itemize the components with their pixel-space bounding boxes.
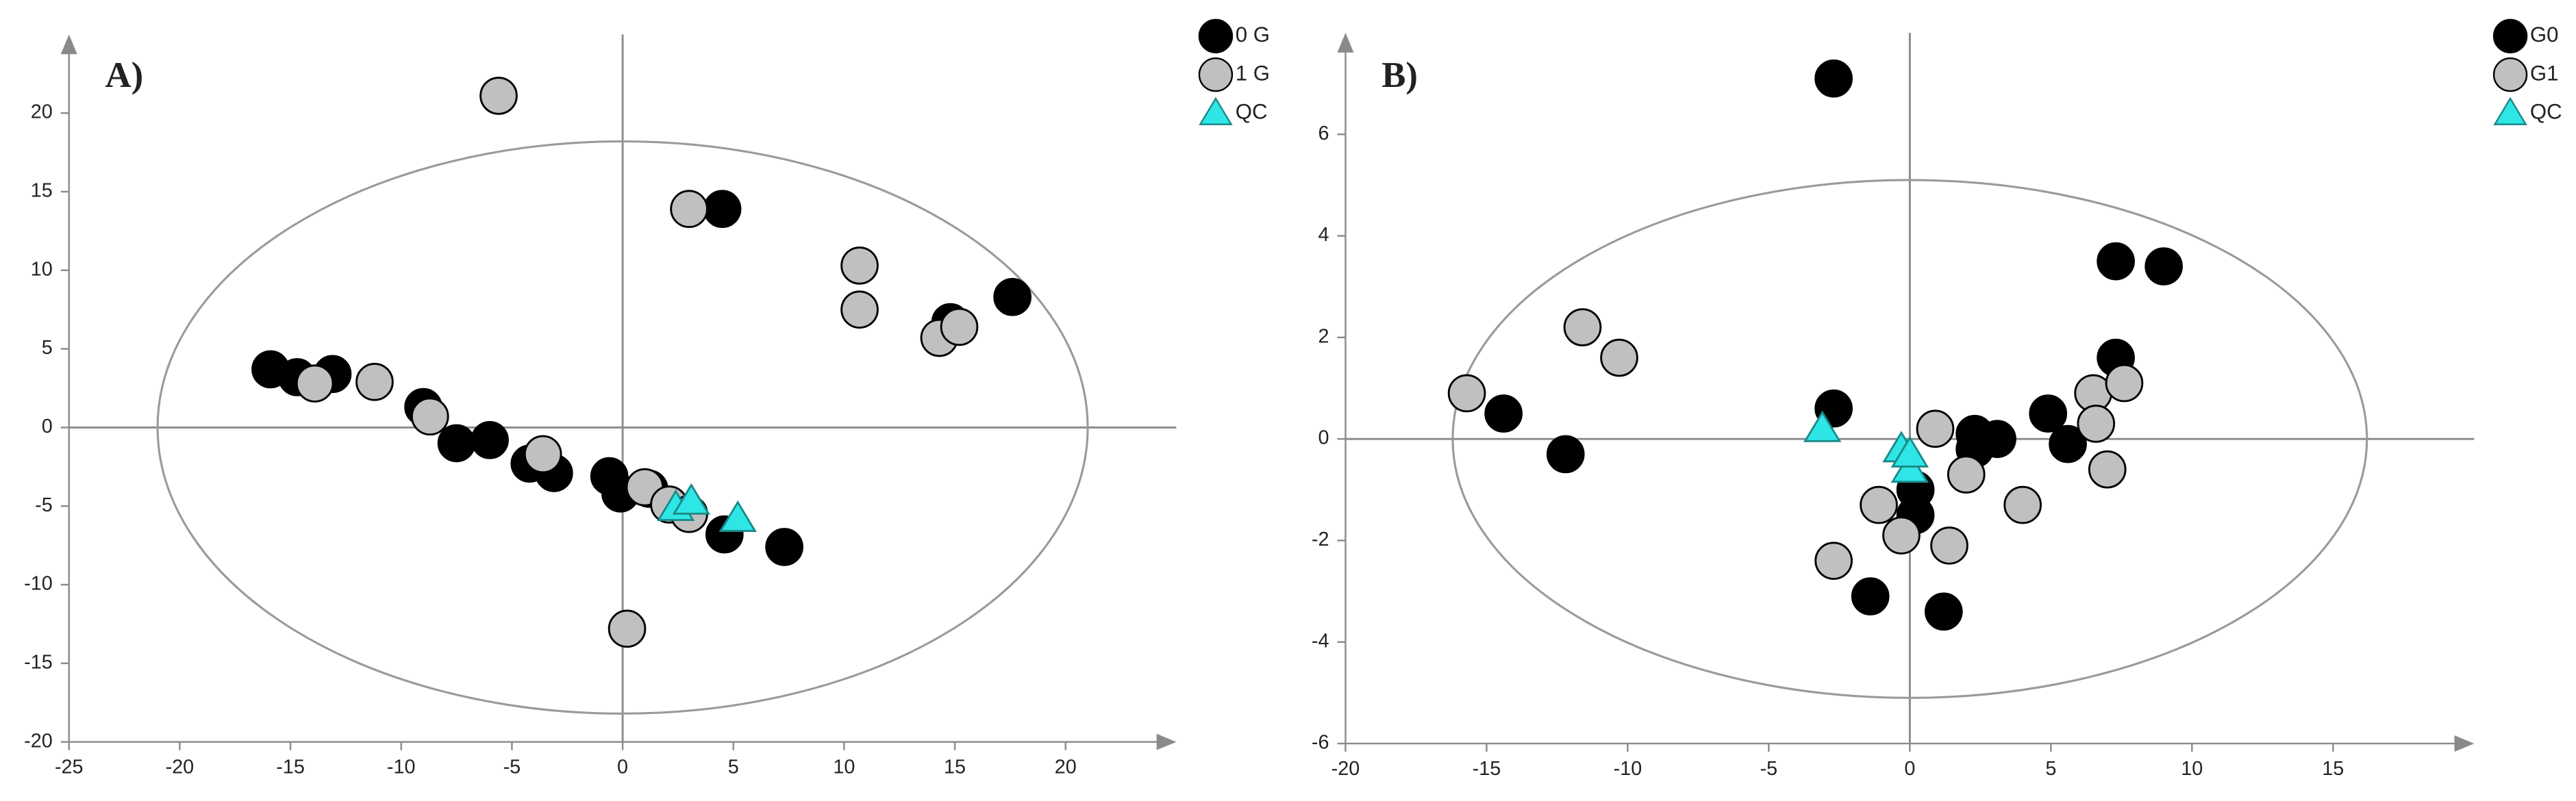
point <box>1447 374 1486 413</box>
x-tick-label: 15 <box>944 756 966 778</box>
y-tick-label: -5 <box>35 494 53 516</box>
y-tick-label: -6 <box>1312 732 1329 754</box>
point <box>2003 485 2042 524</box>
point <box>523 435 562 474</box>
point <box>840 246 879 285</box>
point <box>2088 450 2127 489</box>
point <box>479 77 518 115</box>
point <box>1563 308 1602 346</box>
legend-label: 0 G <box>1236 23 1270 47</box>
legend-marker <box>1199 97 1233 125</box>
point <box>1890 435 1929 468</box>
point <box>1930 526 1968 565</box>
point <box>1947 455 1986 494</box>
x-tick-label: 0 <box>1904 758 1915 780</box>
point <box>840 290 879 329</box>
legend-label: G0 <box>2530 23 2559 47</box>
point <box>670 190 708 229</box>
x-tick-label: 5 <box>2045 758 2056 780</box>
legend-label: QC <box>2530 100 2562 124</box>
y-tick-label: -4 <box>1312 630 1329 652</box>
point <box>1924 592 1963 631</box>
panel-label: B) <box>1381 55 1418 95</box>
point <box>608 609 647 648</box>
point <box>1600 338 1638 377</box>
point <box>1814 542 1853 580</box>
x-tick-label: 10 <box>2181 758 2203 780</box>
y-tick-label: 6 <box>1318 123 1329 144</box>
x-tick-label: 0 <box>617 756 628 778</box>
legend-marker <box>2493 97 2527 125</box>
y-tick-label: -2 <box>1312 529 1329 550</box>
y-tick-label: -10 <box>24 573 53 595</box>
x-tick-label: 10 <box>833 756 855 778</box>
point <box>1814 59 1853 98</box>
point <box>1978 420 2016 458</box>
x-tick-label: 15 <box>2322 758 2344 780</box>
point <box>471 420 509 459</box>
point <box>1803 410 1842 442</box>
point <box>2077 405 2116 443</box>
legend-label: QC <box>1236 100 1268 124</box>
x-tick-label: 5 <box>728 756 739 778</box>
y-tick-label: -15 <box>24 651 53 673</box>
x-tick-label: -25 <box>55 756 84 778</box>
x-tick-label: -15 <box>276 756 305 778</box>
point <box>672 483 711 515</box>
y-axis-arrow <box>1337 32 1354 53</box>
point <box>410 397 449 436</box>
point <box>1484 394 1523 433</box>
point <box>2097 242 2135 281</box>
x-tick-label: 20 <box>1055 756 1077 778</box>
legend-marker <box>1198 57 1234 92</box>
point <box>1851 577 1890 615</box>
y-tick-label: 10 <box>31 258 53 280</box>
y-tick-label: 0 <box>42 416 53 437</box>
point <box>940 307 979 346</box>
x-tick-label: -15 <box>1473 758 1501 780</box>
point <box>2144 247 2183 285</box>
legend-marker <box>1198 18 1234 53</box>
y-tick-label: 2 <box>1318 325 1329 347</box>
point <box>437 424 476 463</box>
point <box>703 190 742 229</box>
legend-label: G1 <box>2530 61 2559 85</box>
point <box>295 364 334 403</box>
point <box>1860 485 1898 524</box>
point <box>2029 394 2068 433</box>
x-axis-arrow <box>1156 733 1177 750</box>
x-axis-arrow <box>2454 735 2475 752</box>
x-tick-label: -10 <box>387 756 416 778</box>
y-tick-label: 4 <box>1318 224 1329 246</box>
x-tick-label: -20 <box>166 756 195 778</box>
y-axis-arrow <box>60 34 77 55</box>
point <box>2105 364 2144 403</box>
x-tick-label: -5 <box>503 756 521 778</box>
point <box>1882 516 1921 555</box>
point <box>993 278 1031 316</box>
legend-label: 1 G <box>1236 61 1270 85</box>
confidence-ellipse <box>1451 179 2368 699</box>
x-tick-label: -20 <box>1331 758 1360 780</box>
legend-marker <box>2492 18 2528 53</box>
y-tick-label: 15 <box>31 180 53 202</box>
point <box>718 500 757 533</box>
panel-label: A) <box>105 55 144 95</box>
point <box>1546 435 1585 474</box>
y-tick-label: 0 <box>1318 427 1329 449</box>
point <box>355 363 394 401</box>
y-tick-label: 20 <box>31 101 53 123</box>
confidence-ellipse <box>156 140 1089 715</box>
x-tick-label: -10 <box>1614 758 1642 780</box>
point <box>2049 424 2087 463</box>
legend-marker <box>2492 57 2528 92</box>
point <box>1916 409 1955 448</box>
x-tick-label: -5 <box>1760 758 1778 780</box>
point <box>765 528 803 566</box>
y-tick-label: 5 <box>42 337 53 359</box>
y-tick-label: -20 <box>24 730 53 752</box>
